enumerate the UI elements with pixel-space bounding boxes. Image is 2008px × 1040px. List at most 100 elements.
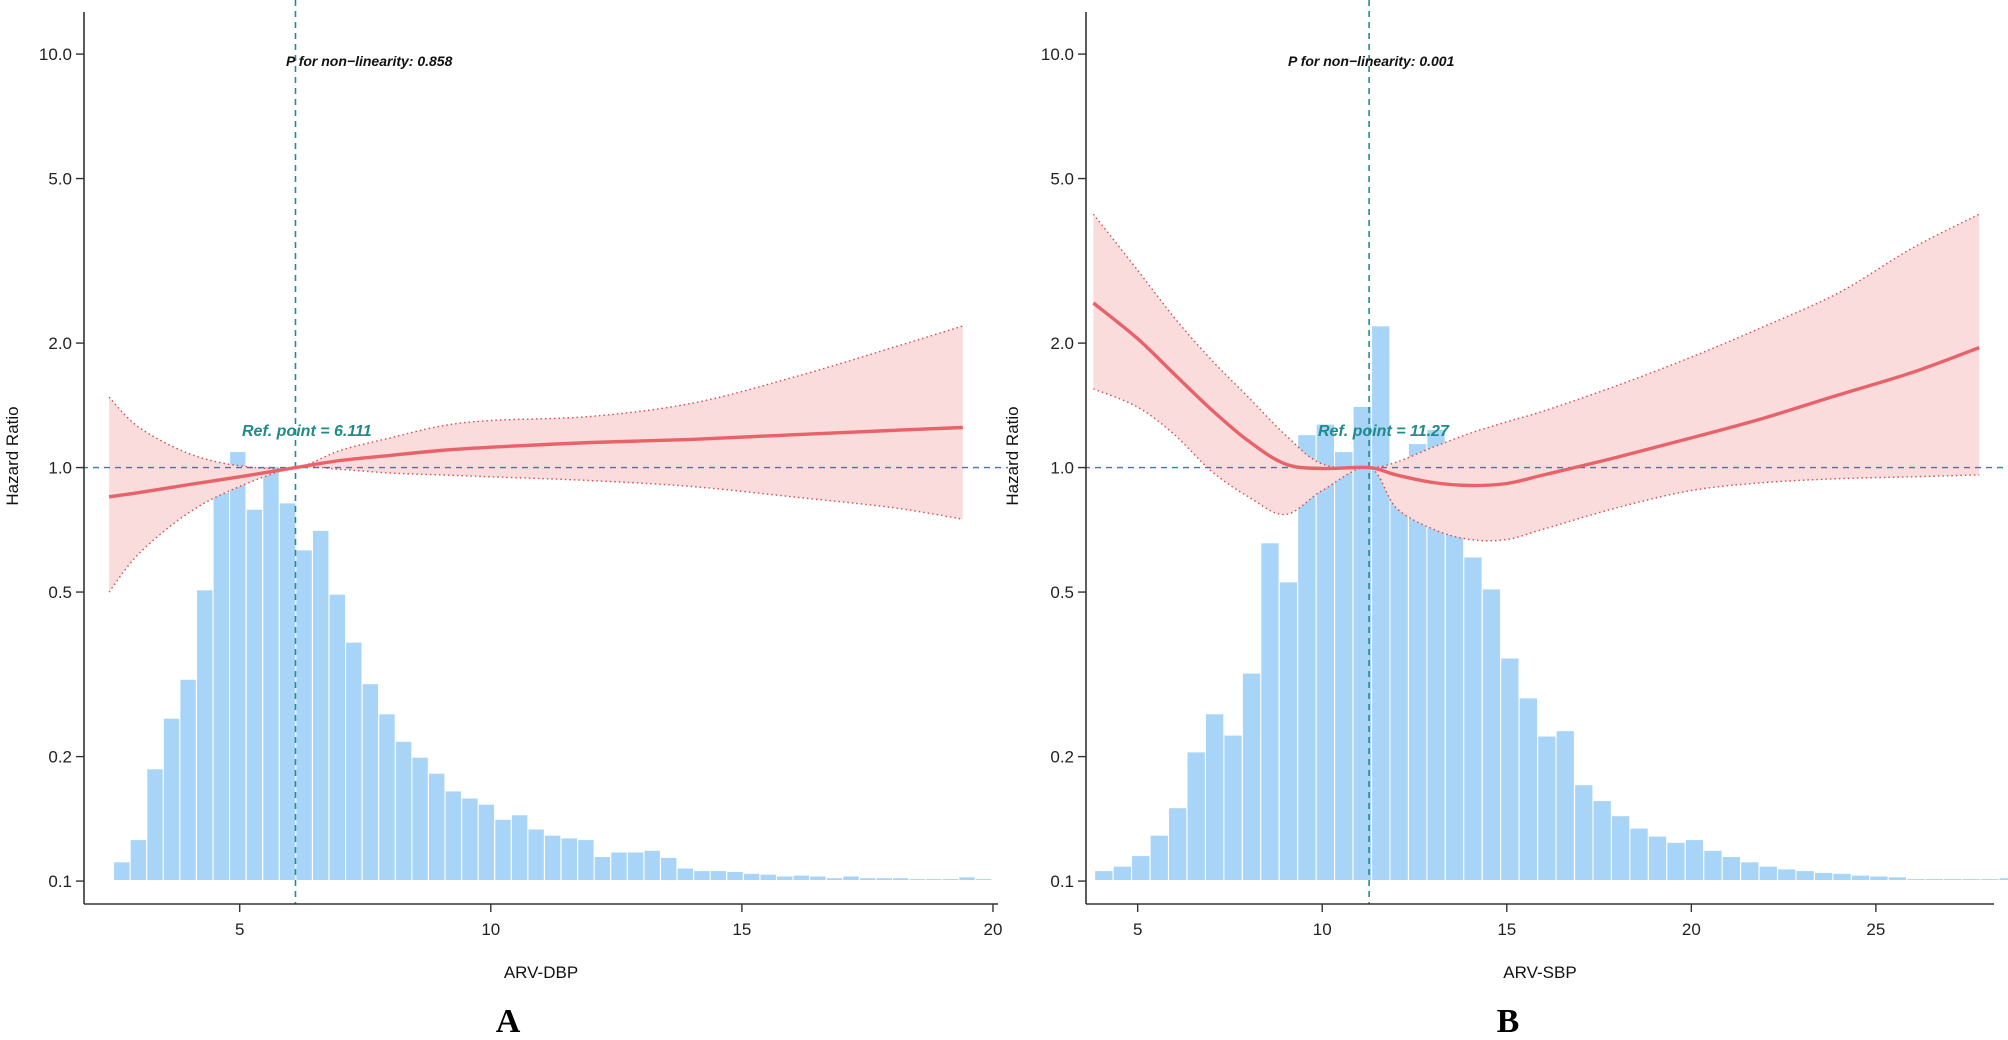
y-axis-title: Hazard Ratio — [1003, 406, 1022, 505]
histogram-bar — [545, 835, 561, 880]
histogram-bar — [1722, 857, 1740, 880]
histogram-bar — [478, 804, 495, 880]
histogram-bar — [909, 879, 925, 880]
histogram-bar — [346, 642, 362, 880]
histogram-bar — [1685, 840, 1704, 880]
histogram-bar — [1445, 502, 1464, 880]
y-tick-label: 0.5 — [48, 583, 72, 602]
x-tick-label: 25 — [1866, 920, 1885, 939]
histogram-bar — [743, 873, 760, 880]
y-tick-label: 10.0 — [1041, 45, 1074, 64]
histogram-bar — [279, 503, 296, 880]
histogram-bar — [1279, 582, 1298, 880]
confidence-band — [109, 326, 963, 593]
histogram-bar — [1169, 808, 1187, 880]
histogram-bar — [1132, 856, 1150, 880]
x-tick-label: 15 — [732, 920, 751, 939]
panel-letter: B — [1497, 1003, 1520, 1040]
y-tick-label: 0.2 — [48, 748, 72, 767]
histogram-bar — [1612, 816, 1630, 880]
histogram-bar — [975, 879, 992, 880]
hazard-ratio-curve — [108, 425, 963, 499]
histogram-bar — [1427, 429, 1445, 880]
histogram-bar — [429, 773, 445, 880]
histogram-bar — [379, 714, 395, 880]
histogram-bar — [627, 852, 644, 880]
histogram-bar — [1519, 698, 1537, 880]
x-tick-label: 10 — [481, 920, 500, 939]
histogram-bar — [230, 452, 246, 880]
histogram-bar — [1242, 673, 1261, 880]
hazard-ratio-curve — [1092, 301, 1980, 488]
y-tick-label: 0.5 — [1050, 583, 1074, 602]
histogram-bar — [926, 879, 942, 880]
histogram-bar — [727, 872, 743, 880]
x-tick-label: 15 — [1497, 920, 1516, 939]
y-tick-label: 2.0 — [48, 334, 72, 353]
histogram-bar — [1630, 828, 1648, 880]
histogram-bar — [1575, 785, 1593, 880]
histogram-bar — [1925, 879, 1943, 880]
x-tick-label: 5 — [235, 920, 244, 939]
histogram-bar — [1556, 731, 1574, 880]
reference-point-label: Ref. point = 11.27 — [1318, 423, 1450, 440]
histogram-bar — [777, 876, 793, 880]
histogram — [114, 452, 992, 881]
histogram-bar — [859, 878, 876, 880]
histogram-bar — [511, 815, 528, 880]
histogram-bar — [114, 862, 130, 880]
histogram-bar — [445, 791, 461, 880]
histogram-bar — [1482, 589, 1501, 880]
histogram-bar — [578, 840, 594, 880]
histogram-bar — [1187, 752, 1205, 880]
histogram-bar — [313, 530, 329, 880]
histogram-bar — [1261, 543, 1279, 880]
histogram-bar — [1870, 876, 1888, 880]
histogram-bar — [1796, 871, 1814, 880]
histogram-bar — [528, 829, 544, 880]
histogram-bar — [1759, 866, 1777, 880]
histogram-bar — [1538, 736, 1556, 880]
histogram-bar — [1593, 801, 1611, 880]
histogram-bar — [826, 878, 843, 880]
histogram-bar — [1298, 435, 1316, 880]
histogram-bar — [677, 868, 693, 880]
histogram-bar — [263, 467, 279, 880]
histogram — [1095, 326, 2008, 881]
histogram-bar — [1667, 842, 1685, 880]
histogram-bar — [959, 877, 975, 880]
histogram-bar — [197, 590, 213, 880]
histogram-bar — [1501, 658, 1519, 880]
reference-point-label: Ref. point = 6.111 — [242, 423, 372, 440]
p-nonlinearity-label: P for non−linearity: 0.001 — [1288, 53, 1455, 69]
histogram-bar — [611, 852, 627, 880]
histogram-bar — [594, 857, 611, 880]
histogram-bar — [362, 684, 379, 880]
histogram-bar — [843, 876, 859, 880]
histogram-bar — [710, 871, 727, 880]
histogram-bar — [661, 857, 677, 881]
histogram-bar — [1833, 873, 1851, 880]
panel-b: 0.1 0.2 0.5 1.0 2.0 5.0 10.0 5 10 15 20 25 ARV-SBP Ha… — [1003, 0, 2008, 1040]
histogram-bar — [1316, 424, 1334, 880]
histogram-bar — [1150, 835, 1168, 880]
y-tick-label: 5.0 — [1050, 170, 1074, 189]
histogram-bar — [1464, 557, 1482, 880]
panel-a: 0.1 0.2 0.5 1.0 2.0 5.0 10.0 5 10 15 20 ARV-DBP Haza… — [3, 0, 1008, 1040]
histogram-bar — [1778, 869, 1796, 880]
histogram-bar — [1335, 452, 1353, 880]
x-tick-label: 20 — [984, 920, 1003, 939]
histogram-bar — [296, 550, 312, 880]
histogram-bar — [462, 798, 478, 880]
histogram-bar — [1962, 879, 1980, 880]
x-tick-label: 5 — [1133, 920, 1142, 939]
x-tick-label: 20 — [1682, 920, 1701, 939]
histogram-bar — [1815, 872, 1833, 880]
histogram-bar — [1981, 879, 1999, 880]
histogram-bar — [1999, 878, 2008, 880]
histogram-bar — [942, 879, 959, 880]
lower-ci-line — [1093, 388, 1980, 542]
histogram-bar — [1372, 326, 1390, 881]
y-tick-label: 0.1 — [1050, 872, 1074, 891]
histogram-bar — [760, 874, 776, 880]
